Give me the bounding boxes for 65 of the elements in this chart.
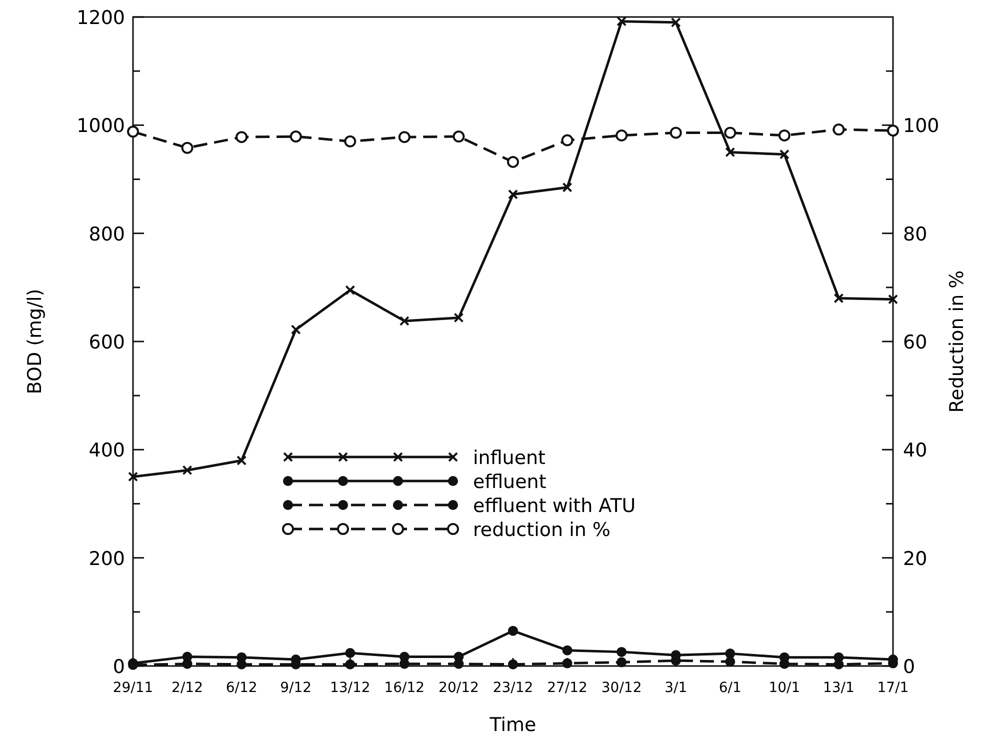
legend-label: effluent — [473, 471, 546, 493]
y-tick-label: 400 — [88, 440, 125, 462]
legend-label: reduction in % — [473, 519, 610, 541]
point — [562, 645, 572, 656]
point — [345, 285, 356, 296]
x-tick-label: 9/12 — [280, 680, 312, 696]
point — [834, 659, 844, 670]
point — [616, 16, 627, 26]
x-tick-label: 13/12 — [330, 680, 370, 696]
x-tick-label: 20/12 — [438, 680, 479, 696]
point — [182, 465, 192, 476]
point — [670, 17, 681, 28]
y-tick-label: 1200 — [76, 7, 125, 29]
point — [834, 293, 844, 304]
point — [725, 147, 736, 158]
x-tick-label: 23/12 — [492, 680, 534, 696]
x-tick-label: 29/11 — [112, 680, 154, 696]
point — [128, 472, 138, 482]
x-tick-label: 2/12 — [172, 680, 204, 696]
point — [182, 658, 192, 669]
y-tick-label: 600 — [88, 332, 125, 354]
y2-axis-title: Reduction in % — [946, 270, 968, 413]
y-tick-label: 0 — [112, 656, 125, 678]
x-tick-label: 6/1 — [718, 680, 742, 696]
y2-tick-label: 100 — [903, 115, 940, 138]
point — [562, 182, 572, 192]
point — [779, 149, 790, 160]
x-tick-label: 3/1 — [664, 680, 688, 696]
y2-tick-label: 20 — [903, 548, 928, 570]
point — [454, 312, 464, 323]
y-tick-label: 1000 — [76, 115, 125, 138]
x-tick-label: 30/12 — [601, 680, 642, 696]
y2-tick-label: 80 — [903, 223, 928, 246]
x-tick-label: 13/1 — [822, 680, 854, 696]
y2-tick-label: 0 — [903, 656, 916, 678]
x-axis-title: Time — [488, 714, 536, 736]
y-axis-title: BOD (mg/l) — [24, 288, 46, 394]
y2-tick-label: 40 — [903, 440, 928, 462]
point — [616, 657, 627, 668]
point — [399, 658, 410, 669]
legend-label: influent — [473, 447, 546, 469]
y2-tick-label: 60 — [903, 332, 928, 354]
point — [888, 294, 898, 304]
x-tick-label: 6/12 — [226, 680, 258, 696]
x-tick-label: 16/12 — [384, 680, 425, 696]
x-tick-label: 17/1 — [877, 680, 909, 696]
point — [508, 659, 518, 670]
point — [399, 316, 410, 326]
point — [508, 626, 518, 636]
point — [725, 656, 736, 667]
legend-label: effluent with ATU — [473, 495, 636, 517]
x-tick-label: 27/12 — [547, 680, 588, 696]
point — [345, 648, 356, 658]
point — [454, 658, 464, 669]
y-tick-label: 800 — [88, 223, 125, 246]
point — [779, 658, 790, 669]
point — [616, 646, 627, 657]
point — [290, 324, 301, 335]
point — [508, 189, 518, 200]
y-tick-label: 200 — [88, 548, 125, 570]
point — [236, 455, 247, 466]
point — [345, 659, 356, 670]
point — [236, 659, 247, 670]
x-tick-label: 10/1 — [768, 680, 800, 696]
point — [562, 658, 572, 668]
